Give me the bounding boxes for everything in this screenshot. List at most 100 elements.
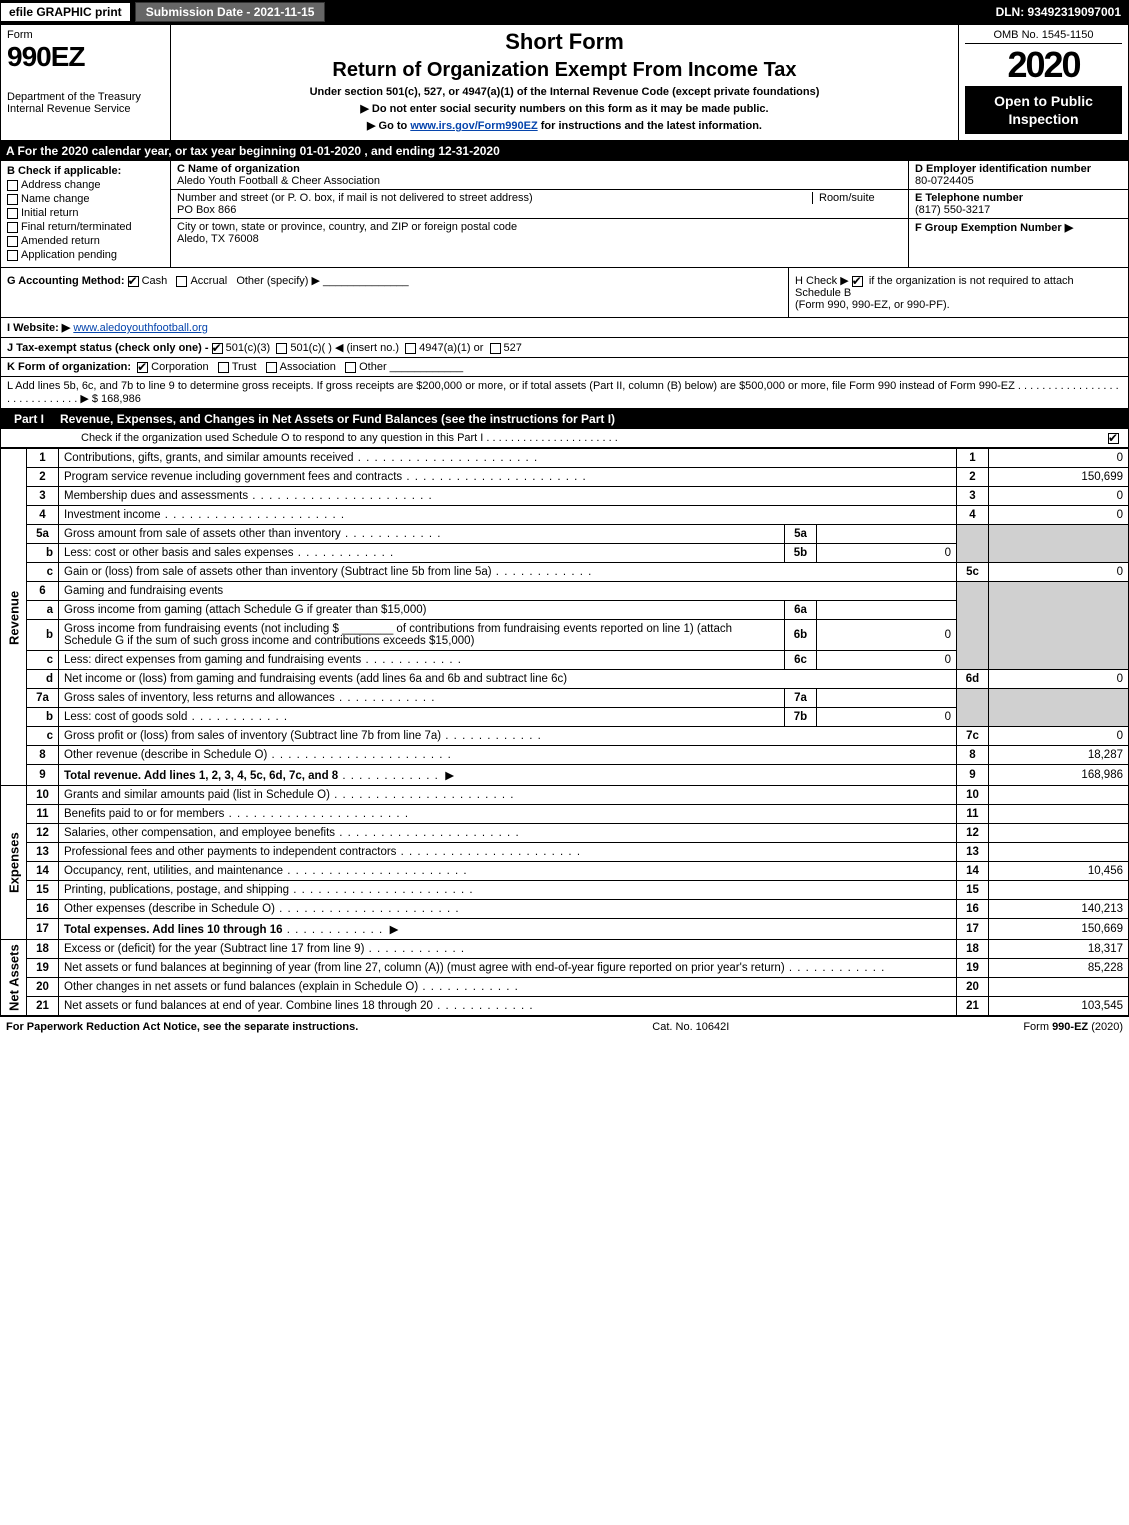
checkbox-other-org[interactable] (345, 362, 356, 373)
ln1-val: 0 (989, 449, 1129, 468)
footer: For Paperwork Reduction Act Notice, see … (0, 1016, 1129, 1037)
revenue-side-label: Revenue (1, 449, 27, 786)
ln3-val: 0 (989, 487, 1129, 506)
ln7c-val: 0 (989, 727, 1129, 746)
ln4-desc: Investment income (64, 509, 345, 521)
checkbox-h[interactable] (852, 276, 863, 287)
ln16-num: 16 (27, 900, 59, 919)
l-text: L Add lines 5b, 6c, and 7b to line 9 to … (7, 380, 1119, 405)
checkbox-527[interactable] (490, 343, 501, 354)
checkbox-final-return[interactable] (7, 222, 18, 233)
ln15-num: 15 (27, 881, 59, 900)
checkbox-amended-return[interactable] (7, 236, 18, 247)
checkbox-initial-return[interactable] (7, 208, 18, 219)
row-i: I Website: ▶ www.aledoyouthfootball.org (0, 318, 1129, 338)
ln16-cn: 16 (957, 900, 989, 919)
j-opt1: 501(c)(3) (226, 342, 271, 354)
ln2-desc: Program service revenue including govern… (64, 471, 587, 483)
dept-irs: Internal Revenue Service (7, 103, 164, 115)
omb-number: OMB No. 1545-1150 (965, 29, 1122, 44)
b-item-3: Final return/terminated (21, 221, 132, 233)
checkbox-501c[interactable] (276, 343, 287, 354)
part1-label: Part I (6, 412, 52, 426)
top-bar: efile GRAPHIC print Submission Date - 20… (0, 0, 1129, 24)
ln13-desc: Professional fees and other payments to … (64, 846, 581, 858)
k-opt1: Corporation (151, 361, 208, 373)
netassets-side-label: Net Assets (1, 940, 27, 1016)
ln10-desc: Grants and similar amounts paid (list in… (64, 789, 515, 801)
checkbox-address-change[interactable] (7, 180, 18, 191)
ln8-desc: Other revenue (describe in Schedule O) (64, 749, 452, 761)
checkbox-application-pending[interactable] (7, 250, 18, 261)
b-title: B Check if applicable: (7, 165, 164, 177)
j-opt4: 527 (504, 342, 522, 354)
addr-value: PO Box 866 (177, 204, 902, 216)
ln12-val (989, 824, 1129, 843)
c-label: C Name of organization (177, 163, 300, 175)
e-label: E Telephone number (915, 192, 1122, 204)
checkbox-4947[interactable] (405, 343, 416, 354)
ln10-val (989, 786, 1129, 805)
ln11-val (989, 805, 1129, 824)
checkbox-trust[interactable] (218, 362, 229, 373)
ln6c-desc: Less: direct expenses from gaming and fu… (64, 654, 462, 666)
ln7c-cn: 7c (957, 727, 989, 746)
b-item-4: Amended return (21, 235, 100, 247)
row-l: L Add lines 5b, 6c, and 7b to line 9 to … (0, 377, 1129, 409)
ein-value: 80-0724405 (915, 175, 1122, 187)
checkbox-schedule-o[interactable] (1108, 433, 1119, 444)
checkbox-name-change[interactable] (7, 194, 18, 205)
ln17-desc: Total expenses. Add lines 10 through 16 (64, 924, 283, 936)
ln20-num: 20 (27, 978, 59, 997)
ln3-cn: 3 (957, 487, 989, 506)
ln7b-desc: Less: cost of goods sold (64, 711, 288, 723)
checkbox-accrual[interactable] (176, 276, 187, 287)
k-opt4: Other (359, 361, 387, 373)
ln11-cn: 11 (957, 805, 989, 824)
checkbox-association[interactable] (266, 362, 277, 373)
ln20-cn: 20 (957, 978, 989, 997)
submission-date-button[interactable]: Submission Date - 2021-11-15 (135, 2, 326, 22)
ln21-desc: Net assets or fund balances at end of ye… (64, 1000, 534, 1012)
ln10-cn: 10 (957, 786, 989, 805)
lines-table: Revenue 1 Contributions, gifts, grants, … (0, 448, 1129, 1016)
ln6d-val: 0 (989, 670, 1129, 689)
ln1-desc: Contributions, gifts, grants, and simila… (64, 452, 538, 464)
footer-right-suffix: (2020) (1088, 1021, 1123, 1033)
checkbox-cash[interactable] (128, 276, 139, 287)
ln9-desc: Total revenue. Add lines 1, 2, 3, 4, 5c,… (64, 770, 338, 782)
ln6d-desc: Net income or (loss) from gaming and fun… (59, 670, 957, 689)
ln5a-sv (817, 525, 957, 544)
ln6d-num: d (27, 670, 59, 689)
i-label: I Website: ▶ (7, 322, 70, 334)
f-label: F Group Exemption Number ▶ (915, 221, 1122, 234)
efile-print-button[interactable]: efile GRAPHIC print (0, 2, 131, 22)
room-suite-label: Room/suite (812, 192, 902, 204)
ln18-val: 18,317 (989, 940, 1129, 959)
ln5a-num: 5a (27, 525, 59, 544)
h-sub: (Form 990, 990-EZ, or 990-PF). (795, 299, 950, 311)
row-a-period: A For the 2020 calendar year, or tax yea… (0, 141, 1129, 161)
irs-link[interactable]: www.irs.gov/Form990EZ (410, 120, 537, 132)
ln6b-num: b (27, 620, 59, 651)
ln12-cn: 12 (957, 824, 989, 843)
ln4-num: 4 (27, 506, 59, 525)
ln8-cn: 8 (957, 746, 989, 765)
ln15-cn: 15 (957, 881, 989, 900)
city-value: Aledo, TX 76008 (177, 233, 517, 245)
ln15-desc: Printing, publications, postage, and shi… (64, 884, 474, 896)
b-item-5: Application pending (21, 249, 117, 261)
ln3-desc: Membership dues and assessments (64, 490, 433, 502)
part1-check-o: Check if the organization used Schedule … (0, 429, 1129, 448)
city-label: City or town, state or province, country… (177, 221, 517, 233)
ln6b-sv: 0 (817, 620, 957, 651)
ln16-val: 140,213 (989, 900, 1129, 919)
ln2-cn: 2 (957, 468, 989, 487)
website-link[interactable]: www.aledoyouthfootball.org (73, 322, 208, 334)
short-form-title: Short Form (177, 29, 952, 55)
checkbox-corporation[interactable] (137, 362, 148, 373)
ln11-num: 11 (27, 805, 59, 824)
checkbox-501c3[interactable] (212, 343, 223, 354)
k-label: K Form of organization: (7, 361, 131, 373)
ln6c-sv: 0 (817, 651, 957, 670)
